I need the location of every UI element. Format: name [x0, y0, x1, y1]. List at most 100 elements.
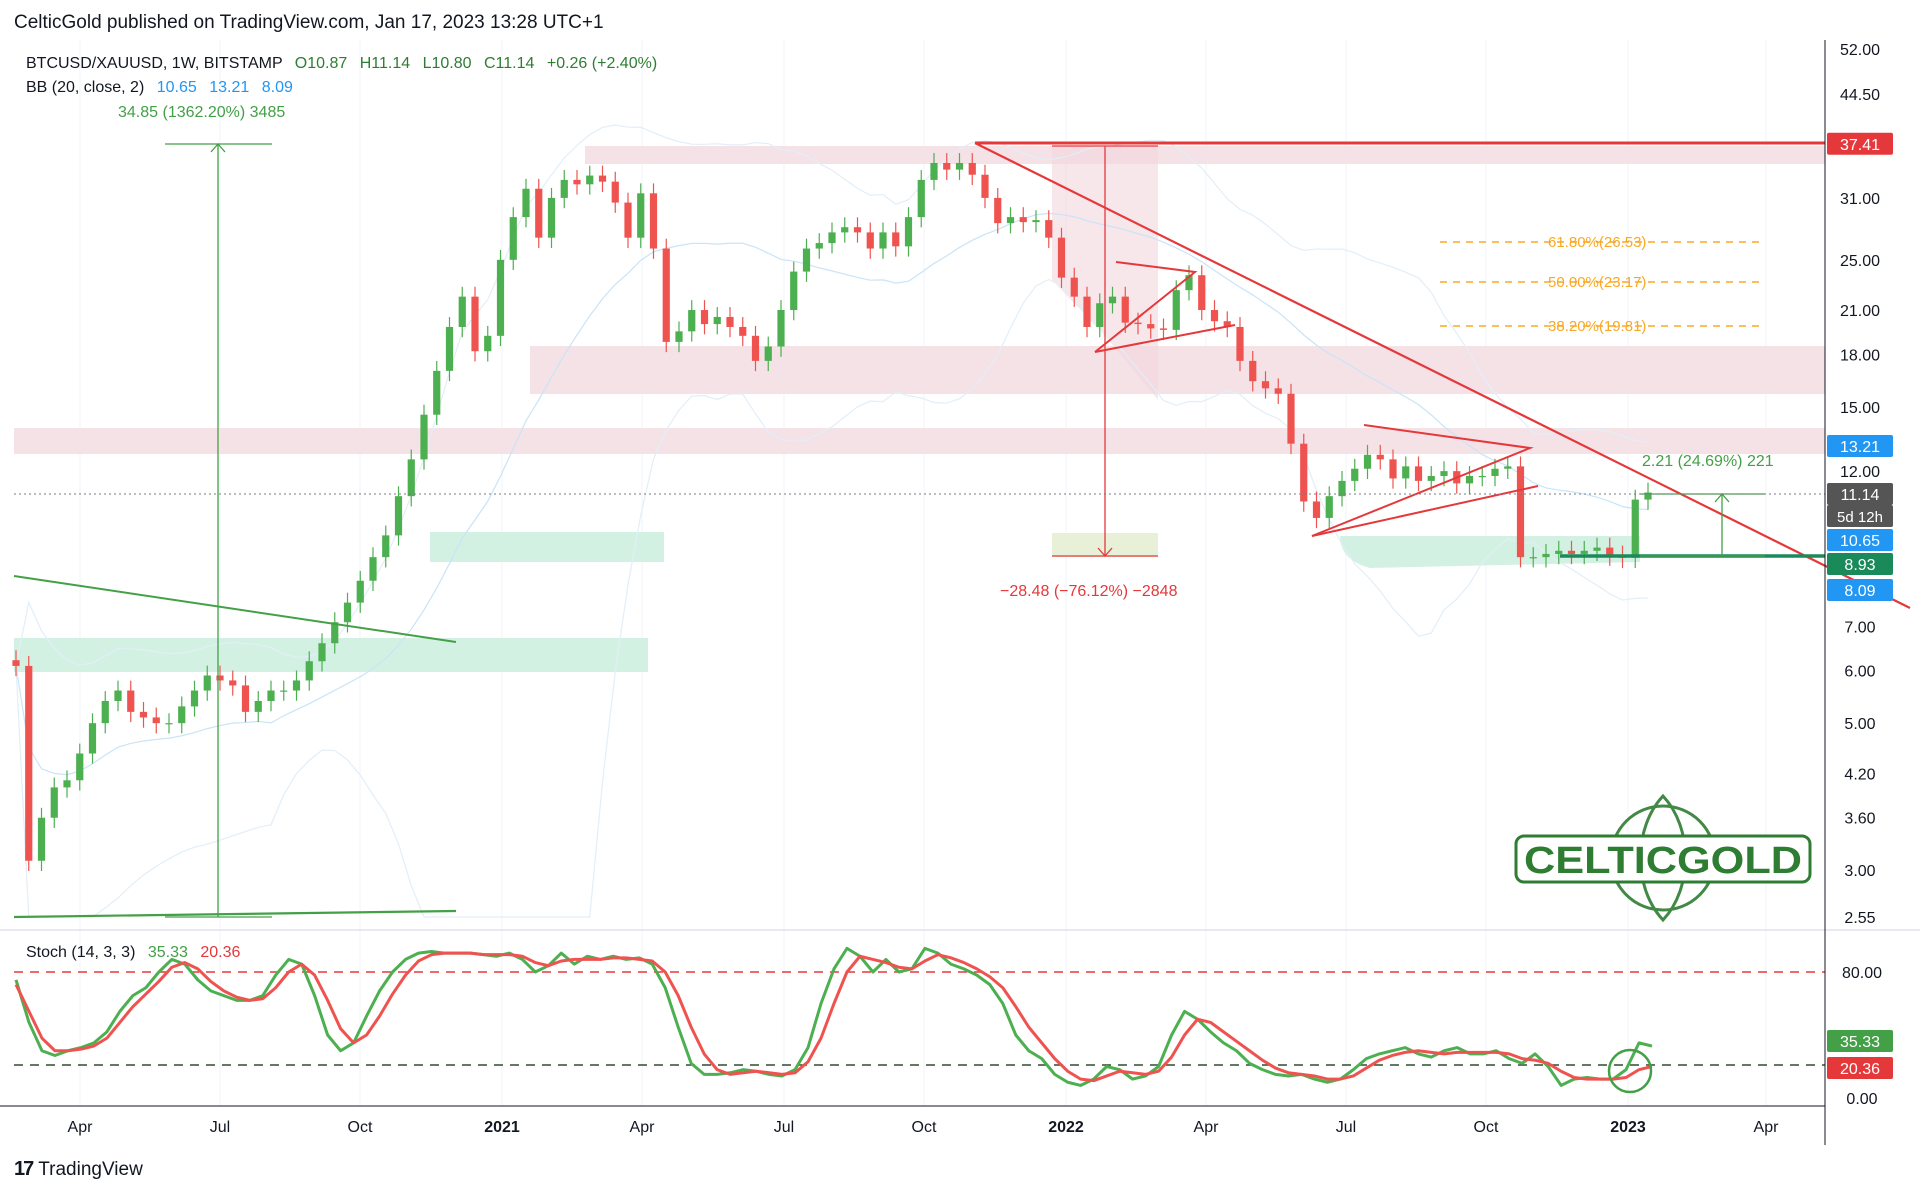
candle [1465, 466, 1474, 494]
stoch-d-value: 20.36 [200, 944, 240, 961]
measure-down-label: −28.48 (−76.12%) −2848 [1000, 583, 1178, 600]
legend-close: C11.14 [484, 55, 535, 72]
candle [458, 286, 466, 338]
stoch-axis[interactable]: 80.00 0.00 35.33 20.36 [1827, 965, 1893, 1108]
stoch-k-value: 35.33 [148, 944, 188, 961]
candle [1312, 491, 1321, 529]
descending-trendline [974, 142, 1911, 609]
price-tick: 52.00 [1840, 42, 1880, 59]
candle [496, 249, 505, 347]
candle [547, 188, 556, 248]
candle [1083, 286, 1091, 338]
time-label: 2023 [1610, 1119, 1646, 1136]
legend-low: L10.80 [423, 55, 472, 72]
candle [726, 307, 734, 338]
stoch-d-line [14, 951, 1653, 1083]
price-axis[interactable]: 52.00 44.50 37.41 31.00 25.00 21.00 18.00 15.00… [1827, 42, 1893, 927]
svg-text:7.00: 7.00 [1844, 619, 1875, 636]
candle [1504, 456, 1512, 479]
candle [943, 153, 951, 180]
stoch-d-tag: 20.36 [1827, 1057, 1893, 1079]
tradingview-logo[interactable]: 17 TradingView [14, 1158, 143, 1181]
price-tick: 3.00 [1844, 863, 1875, 880]
candle [713, 307, 721, 335]
price-tick: 11.14 [1827, 483, 1893, 505]
candle [1096, 293, 1104, 338]
candle [1529, 547, 1537, 568]
price-tick: 44.50 [1840, 87, 1880, 104]
candle [369, 547, 377, 592]
svg-text:13.21: 13.21 [1840, 439, 1880, 456]
time-label: Apr [1194, 1119, 1220, 1136]
candle [866, 222, 874, 259]
stoch-tick-80: 80.00 [1842, 965, 1882, 982]
candle [1644, 482, 1652, 510]
svg-text:35.33: 35.33 [1840, 1034, 1880, 1051]
price-tick: 5.00 [1844, 716, 1875, 733]
price-tick: 12.00 [1840, 464, 1880, 481]
price-tick: 31.00 [1840, 191, 1880, 208]
time-label: Oct [348, 1119, 373, 1136]
time-label: Oct [1474, 1119, 1499, 1136]
candle [560, 170, 568, 209]
publisher-line: CelticGold published on TradingView.com,… [14, 12, 604, 33]
resistance-zone-low [14, 428, 1825, 454]
candle [662, 238, 670, 353]
candle [904, 207, 913, 257]
legend-high: H11.14 [360, 55, 411, 72]
svg-text:6.00: 6.00 [1844, 664, 1875, 681]
time-label: 2022 [1048, 1119, 1084, 1136]
candle [76, 743, 84, 791]
candle [930, 153, 938, 191]
candle [1580, 540, 1588, 565]
svg-text:15.00: 15.00 [1840, 400, 1880, 417]
svg-text:4.20: 4.20 [1844, 766, 1875, 783]
bollinger-bands [15, 124, 1649, 918]
price-tick: 4.20 [1844, 766, 1875, 783]
svg-text:2.55: 2.55 [1844, 910, 1875, 927]
candle [50, 777, 58, 828]
price-tick: 15.00 [1840, 400, 1880, 417]
price-tick: 25.00 [1840, 253, 1880, 270]
tradingview-label: TradingView [38, 1158, 143, 1180]
candle [305, 651, 313, 691]
candle [280, 680, 288, 701]
candle [1070, 267, 1078, 307]
candle [1019, 207, 1027, 233]
green-trend-upper [13, 575, 457, 643]
candle [1351, 458, 1359, 492]
time-axis[interactable]: Apr Jul Oct 2021 Apr Jul Oct 2022 Apr Jul Oct 2023 A… [68, 1119, 1780, 1136]
zones [14, 146, 1825, 672]
candle [1414, 456, 1423, 492]
candle [815, 233, 823, 259]
candle [624, 192, 632, 248]
svg-text:12.00: 12.00 [1840, 464, 1880, 481]
svg-text:37.41: 37.41 [1840, 137, 1880, 154]
legend-change: +0.26 (+2.40%) [547, 55, 657, 72]
candle [892, 222, 900, 257]
stoch-pane: Stoch (14, 3, 3) 35.33 20.36 [14, 944, 1825, 1094]
candle [700, 300, 709, 335]
candle [318, 633, 326, 672]
candle [994, 188, 1002, 234]
candle [1045, 210, 1053, 248]
candle [394, 486, 403, 546]
price-tick: 8.09 [1827, 579, 1893, 601]
candle [12, 650, 20, 677]
candle [968, 153, 976, 185]
candle [127, 680, 135, 723]
price-tick: 3.60 [1844, 811, 1875, 828]
pennant-mid-2022 [1311, 424, 1534, 537]
svg-text:31.00: 31.00 [1840, 191, 1880, 208]
candle [598, 165, 607, 192]
price-chart[interactable]: 61.80%(26.53) 50.00%(23.17) 38.20%(19.81… [0, 40, 1920, 1150]
resistance-zone-mid [530, 346, 1825, 394]
svg-text:21.00: 21.00 [1840, 303, 1880, 320]
candle [216, 665, 224, 691]
svg-text:Stoch (14, 3, 3) 35.33: Stoch (14, 3, 3) 35.33 20.36 [26, 944, 240, 961]
top-bar: CelticGold published on TradingView.com,… [0, 0, 1920, 40]
svg-text:8.93: 8.93 [1844, 557, 1875, 574]
resistance-zone-top [585, 146, 1825, 164]
candle [420, 404, 428, 470]
candle [509, 207, 517, 271]
